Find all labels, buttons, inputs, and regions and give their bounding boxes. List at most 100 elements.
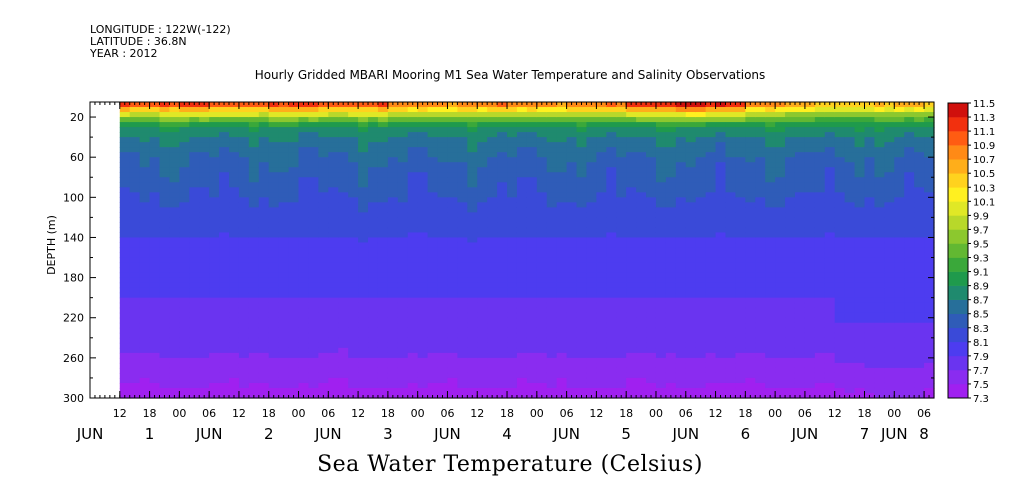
heatmap-cell <box>308 207 319 213</box>
heatmap-cell <box>874 272 885 279</box>
heatmap-cell <box>924 287 935 294</box>
heatmap-cell <box>755 127 766 133</box>
heatmap-cell <box>794 272 806 279</box>
heatmap-cell <box>159 112 171 118</box>
heatmap-cell <box>745 172 756 178</box>
heatmap-cell <box>278 332 290 339</box>
heatmap-cell <box>586 162 597 168</box>
heatmap-cell <box>894 162 905 168</box>
heatmap-cell <box>387 347 399 354</box>
heatmap-cell <box>745 192 756 198</box>
heatmap-cell <box>546 112 558 118</box>
heatmap-cell <box>725 187 737 193</box>
heatmap-cell <box>159 182 171 188</box>
heatmap-cell <box>129 192 141 198</box>
heatmap-cell <box>258 287 270 294</box>
heatmap-cell <box>775 382 786 389</box>
heatmap-cell <box>368 322 379 329</box>
heatmap-cell <box>814 382 826 389</box>
heatmap-cell <box>358 277 369 284</box>
heatmap-cell <box>904 162 915 168</box>
heatmap-cell <box>338 237 349 244</box>
heatmap-cell <box>119 267 131 274</box>
heatmap-cell <box>695 352 707 359</box>
heatmap-cell <box>209 137 220 143</box>
heatmap-cell <box>725 127 737 133</box>
heatmap-cell <box>526 327 538 334</box>
heatmap-cell <box>546 307 558 314</box>
heatmap-cell <box>864 292 876 299</box>
heatmap-cell <box>596 217 607 224</box>
heatmap-cell <box>209 117 220 123</box>
heatmap-cell <box>884 242 895 249</box>
heatmap-cell <box>586 267 597 274</box>
heatmap-cell <box>358 217 369 224</box>
heatmap-cell <box>566 252 578 259</box>
heatmap-cell <box>606 177 617 183</box>
heatmap-cell <box>586 112 597 118</box>
heatmap-cell <box>526 197 538 203</box>
heatmap-cell <box>884 287 895 294</box>
heatmap-cell <box>745 282 756 289</box>
heatmap-cell <box>219 117 230 123</box>
heatmap-cell <box>556 332 568 339</box>
heatmap-cell <box>904 327 915 334</box>
heatmap-cell <box>268 212 280 218</box>
heatmap-cell <box>199 272 210 279</box>
heatmap-cell <box>338 347 349 354</box>
heatmap-cell <box>318 382 329 389</box>
heatmap-cell <box>606 342 617 349</box>
heatmap-cell <box>417 302 429 309</box>
heatmap-cell <box>685 217 697 224</box>
heatmap-cell <box>804 127 816 133</box>
heatmap-cell <box>646 192 657 198</box>
heatmap-cell <box>735 322 746 329</box>
heatmap-cell <box>377 242 389 249</box>
heatmap-cell <box>844 152 856 158</box>
heatmap-cell <box>536 232 548 239</box>
heatmap-cell <box>199 307 210 314</box>
heatmap-cell <box>268 342 280 349</box>
heatmap-cell <box>745 312 756 319</box>
heatmap-cell <box>189 347 200 354</box>
heatmap-cell <box>824 387 836 394</box>
heatmap-cell <box>487 257 498 264</box>
heatmap-cell <box>546 182 558 188</box>
heatmap-cell <box>705 282 717 289</box>
heatmap-cell <box>338 362 349 369</box>
heatmap-cell <box>397 127 409 133</box>
heatmap-cell <box>516 187 528 193</box>
heatmap-cell <box>596 257 607 264</box>
heatmap-cell <box>159 257 171 264</box>
heatmap-cell <box>229 272 240 279</box>
heatmap-cell <box>616 352 627 359</box>
heatmap-cell <box>368 262 379 269</box>
heatmap-cell <box>685 172 697 178</box>
heatmap-cell <box>566 337 578 344</box>
heatmap-cell <box>507 337 518 344</box>
heatmap-cell <box>219 192 230 198</box>
heatmap-cell <box>924 212 935 218</box>
heatmap-cell <box>318 327 329 334</box>
heatmap-cell <box>824 322 836 329</box>
heatmap-cell <box>298 352 310 359</box>
heatmap-cell <box>864 127 876 133</box>
heatmap-cell <box>377 247 389 254</box>
heatmap-cell <box>785 262 796 269</box>
heatmap-cell <box>169 207 180 213</box>
heatmap-cell <box>655 367 667 374</box>
heatmap-cell <box>129 222 141 229</box>
heatmap-cell <box>338 177 349 183</box>
heatmap-cell <box>189 182 200 188</box>
heatmap-cell <box>556 187 568 193</box>
heatmap-cell <box>576 237 588 244</box>
heatmap-cell <box>526 112 538 118</box>
heatmap-cell <box>238 232 250 239</box>
heatmap-cell <box>209 132 220 138</box>
heatmap-cell <box>894 192 905 198</box>
heatmap-cell <box>695 292 707 299</box>
heatmap-cell <box>119 307 131 314</box>
heatmap-cell <box>467 282 478 289</box>
heatmap-cell <box>824 352 836 359</box>
heatmap-cell <box>387 332 399 339</box>
